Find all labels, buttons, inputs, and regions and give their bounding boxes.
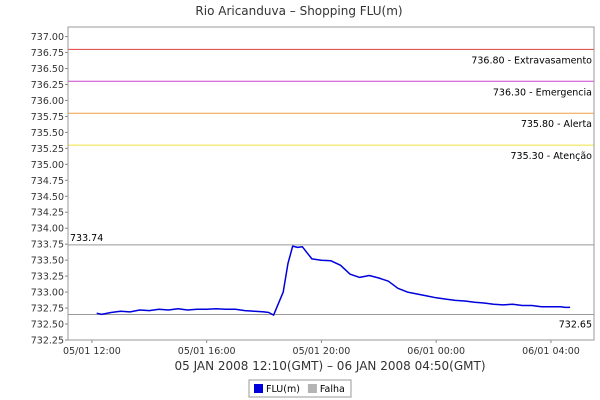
- y-axis: 737.00 736.75 736.50 736.25 736.00 735.75 735.…: [31, 32, 68, 347]
- threshold-label: 735.30 - Atenção: [511, 151, 593, 162]
- plot-area-frame: [67, 26, 595, 341]
- max-value-label: 733.74: [70, 233, 103, 244]
- x-axis: 05/01 12:00 05/01 16:00 05/01 20:00 06/01 0…: [63, 340, 580, 357]
- x-tick-label: 06/01 04:00: [522, 346, 580, 357]
- x-tick-label: 06/01 00:00: [407, 346, 465, 357]
- min-value-label: 732.65: [559, 319, 592, 330]
- y-tick-label: 737.00: [31, 32, 64, 43]
- y-tick-label: 734.00: [31, 224, 64, 235]
- y-tick-label: 732.75: [31, 304, 64, 315]
- y-tick-label: 736.75: [31, 48, 64, 59]
- legend-label: Falha: [320, 384, 345, 395]
- reference-lines: 736.80 - Extravasamento 736.30 - Emergenc…: [68, 48, 594, 330]
- x-tick-label: 05/01 16:00: [178, 346, 236, 357]
- legend-label: FLU(m): [266, 384, 300, 395]
- y-tick-label: 733.75: [31, 240, 64, 251]
- y-tick-label: 736.00: [31, 96, 64, 107]
- legend: FLU(m) Falha: [248, 379, 352, 398]
- chart-title: Rio Aricanduva – Shopping FLU(m): [195, 4, 402, 18]
- x-axis-title: 05 JAN 2008 12:10(GMT) – 06 JAN 2008 04:…: [174, 359, 485, 373]
- x-tick-label: 05/01 20:00: [293, 346, 351, 357]
- threshold-label: 736.30 - Emergencia: [493, 87, 592, 98]
- y-tick-label: 733.50: [31, 256, 64, 267]
- legend-swatch: [254, 384, 263, 393]
- legend-box: [248, 379, 352, 398]
- series-line: [96, 245, 571, 316]
- y-tick-label: 735.00: [31, 160, 64, 171]
- y-tick-label: 733.25: [31, 272, 64, 283]
- y-tick-label: 732.50: [31, 320, 64, 331]
- y-tick-label: 735.75: [31, 112, 64, 123]
- x-tick-label: 05/01 12:00: [63, 346, 121, 357]
- y-tick-label: 736.50: [31, 64, 64, 75]
- series-layer: [96, 245, 571, 316]
- y-tick-label: 734.25: [31, 208, 64, 219]
- y-tick-label: 736.25: [31, 80, 64, 91]
- y-tick-label: 732.25: [31, 336, 64, 347]
- y-tick-label: 735.50: [31, 128, 64, 139]
- y-tick-label: 733.00: [31, 288, 64, 299]
- legend-swatch: [307, 384, 317, 393]
- y-tick-label: 734.50: [31, 192, 64, 203]
- threshold-label: 736.80 - Extravasamento: [471, 55, 592, 66]
- threshold-label: 735.80 - Alerta: [521, 119, 592, 130]
- y-tick-label: 735.25: [31, 144, 64, 155]
- y-tick-label: 734.75: [31, 176, 64, 187]
